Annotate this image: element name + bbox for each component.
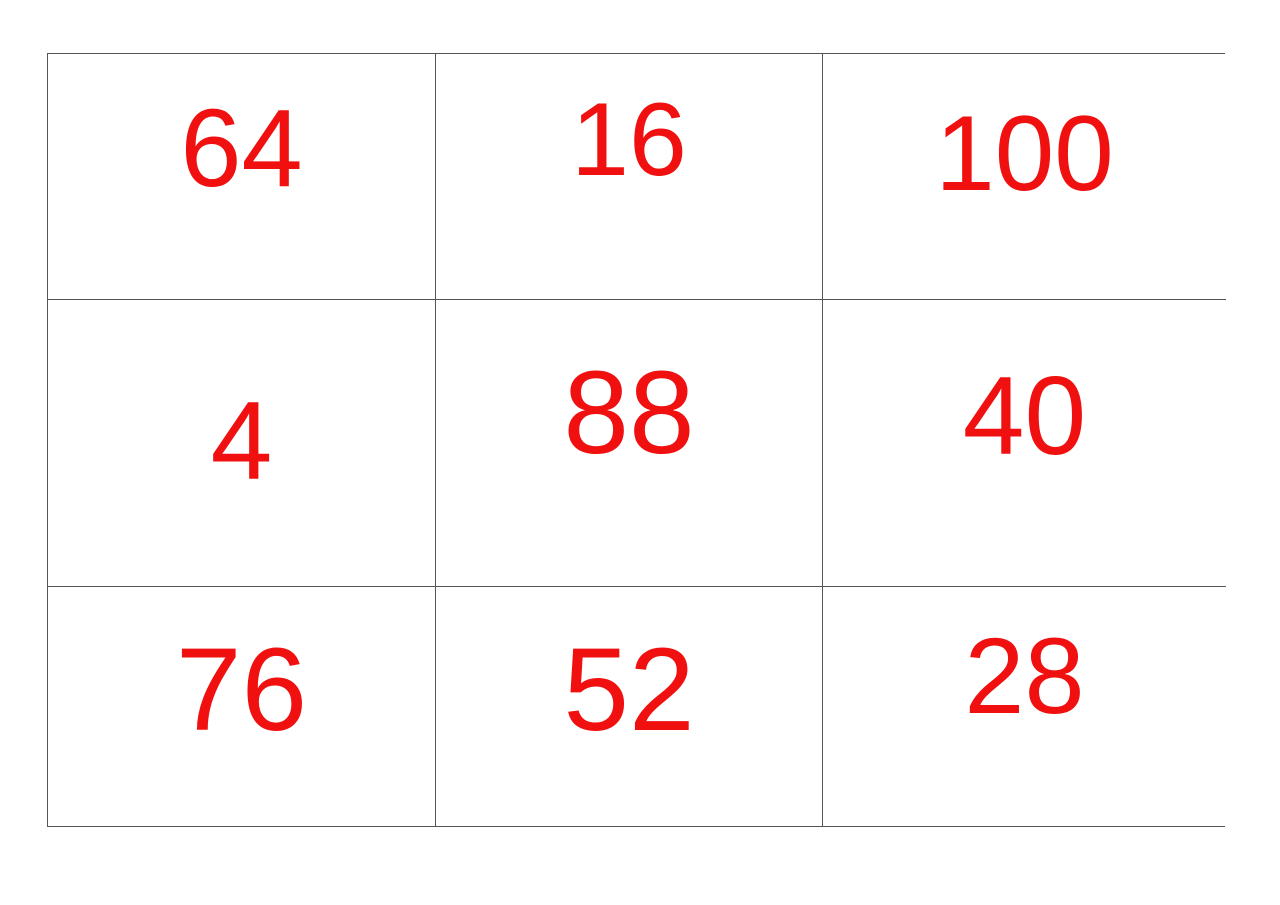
grid-cell-r3c2: 52 <box>436 587 823 826</box>
grid-cell-r2c3: 40 <box>823 300 1226 587</box>
cell-number: 100 <box>935 93 1114 213</box>
number-grid: 64 16 100 4 88 40 76 52 28 <box>47 53 1226 827</box>
grid-cell-r2c1: 4 <box>48 300 436 587</box>
cell-number: 16 <box>571 81 687 198</box>
cell-number: 88 <box>563 347 695 479</box>
grid-cell-r1c2: 16 <box>436 54 823 300</box>
grid-cell-r3c1: 76 <box>48 587 436 826</box>
cell-number: 40 <box>962 353 1087 478</box>
grid-cell-r2c2: 88 <box>436 300 823 587</box>
cell-number: 64 <box>180 86 303 210</box>
grid-cell-r1c1: 64 <box>48 54 436 300</box>
cell-number: 28 <box>964 614 1085 736</box>
grid-cell-r1c3: 100 <box>823 54 1226 300</box>
cell-number: 4 <box>210 378 273 503</box>
cell-number: 52 <box>563 623 695 756</box>
grid-cell-r3c3: 28 <box>823 587 1226 826</box>
cell-number: 76 <box>175 623 308 756</box>
